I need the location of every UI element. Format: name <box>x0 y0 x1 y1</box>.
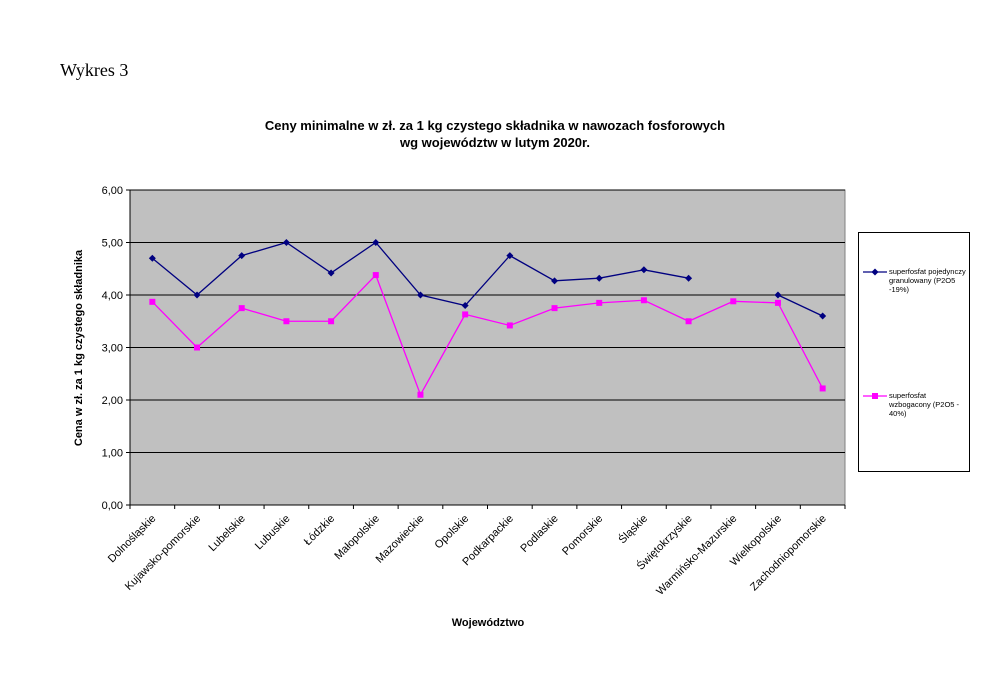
y-tick-label: 3,00 <box>102 343 123 355</box>
marker <box>283 318 290 325</box>
series-line <box>151 273 824 397</box>
legend-item: superfosfat pojedynczy granulowany (P2O5… <box>863 267 967 294</box>
marker <box>327 269 335 277</box>
y-tick-label: 5,00 <box>102 238 123 250</box>
y-tick-label: 6,00 <box>102 185 123 197</box>
marker <box>819 312 827 320</box>
marker <box>417 391 424 398</box>
marker <box>372 239 380 246</box>
marker <box>149 298 156 305</box>
x-tick-label: Warmińsko-Mazurskie <box>654 513 739 598</box>
legend-swatch <box>863 268 887 276</box>
marker <box>372 272 379 279</box>
marker <box>416 291 424 299</box>
marker <box>819 385 826 392</box>
legend-label: superfosfat pojedynczy granulowany (P2O5… <box>889 267 966 294</box>
x-tick-label: Lubelskie <box>206 513 247 554</box>
marker <box>551 305 558 312</box>
y-tick-label: 4,00 <box>102 290 123 302</box>
marker <box>193 291 201 299</box>
marker <box>730 298 737 305</box>
x-tick-label: Kujawsko-pomorskie <box>123 513 203 593</box>
marker <box>871 268 879 276</box>
x-tick-label: Lubuskie <box>253 513 293 553</box>
marker <box>872 393 878 399</box>
x-axis-label: Województwo <box>452 617 525 629</box>
marker <box>238 305 245 312</box>
marker <box>461 302 469 309</box>
y-axis-label: Cena w zł. za 1 kg czystego składnika <box>73 249 85 446</box>
marker <box>596 299 603 306</box>
series-line <box>777 294 823 317</box>
marker <box>462 311 469 318</box>
y-tick-label: 1,00 <box>102 448 123 460</box>
chart-title: Ceny minimalne w zł. za 1 kg czystego sk… <box>265 118 725 133</box>
marker <box>774 299 781 306</box>
marker <box>774 291 782 299</box>
x-tick-label: Łódzkie <box>302 513 337 548</box>
marker <box>194 344 201 351</box>
legend: superfosfat pojedynczy granulowany (P2O5… <box>858 232 970 472</box>
marker <box>640 297 647 304</box>
marker <box>282 239 290 246</box>
chart-title: wg województw w lutym 2020r. <box>399 135 590 150</box>
marker <box>685 318 692 325</box>
marker <box>148 254 156 262</box>
y-tick-label: 2,00 <box>102 395 123 407</box>
y-tick-label: 0,00 <box>102 500 123 512</box>
marker <box>506 252 514 260</box>
x-tick-label: Zachodniopomorskie <box>748 513 829 594</box>
marker <box>685 274 693 282</box>
x-tick-label: Śląskie <box>616 512 650 546</box>
marker <box>640 266 648 274</box>
x-tick-label: Opolskie <box>433 513 472 552</box>
marker <box>595 274 603 282</box>
marker <box>238 252 246 260</box>
page-header: Wykres 3 <box>60 60 128 80</box>
marker <box>506 322 513 329</box>
legend-swatch <box>863 393 887 399</box>
legend-item: superfosfat wzbogacony (P2O5 - 40%) <box>863 391 967 418</box>
x-tick-label: Małopolskie <box>332 513 382 563</box>
x-tick-label: Pomorskie <box>560 513 605 558</box>
x-tick-label: Mazowieckie <box>374 513 427 566</box>
x-tick-label: Podlaskie <box>518 513 560 555</box>
marker <box>551 277 559 285</box>
marker <box>328 318 335 325</box>
legend-label: superfosfat wzbogacony (P2O5 - 40%) <box>889 391 960 418</box>
